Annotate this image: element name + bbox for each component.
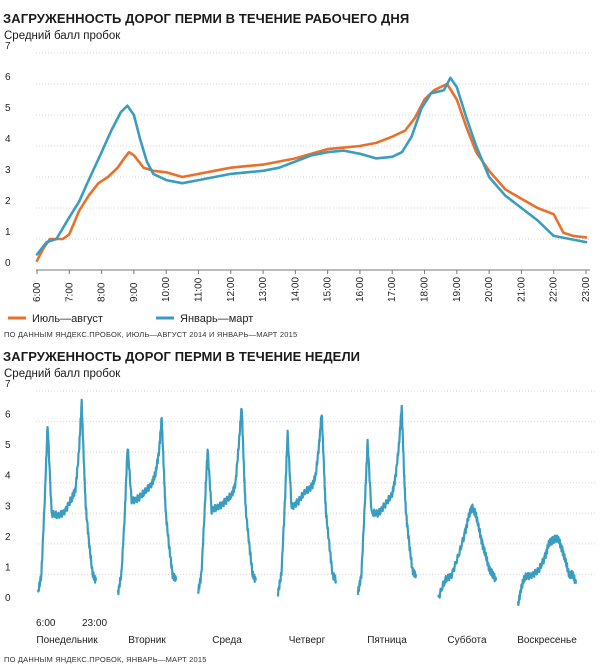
- chart1-x-tick: 12:00: [226, 277, 237, 302]
- chart1-x-tick: 19:00: [452, 277, 463, 302]
- chart2-day-label: Пятница: [367, 635, 407, 646]
- chart2-day-line: [36, 398, 98, 593]
- chart2-hour-label: 6:00: [36, 618, 56, 629]
- chart1-x-tick: 10:00: [161, 277, 172, 302]
- chart2-day-line: [437, 503, 498, 599]
- chart2-day-line: [196, 407, 258, 595]
- chart2-day-label: Четверг: [289, 635, 326, 646]
- chart1-x-tick: 13:00: [258, 277, 269, 302]
- chart1-x-tick: 17:00: [387, 277, 398, 302]
- chart1-x-tick: 18:00: [420, 277, 431, 302]
- chart2-y-tick: 5: [5, 440, 11, 451]
- chart2-day-label: Понедельник: [36, 635, 98, 646]
- chart2-day-line: [276, 414, 338, 597]
- chart1-y-tick: 1: [5, 227, 11, 238]
- chart1-x-tick: 7:00: [64, 282, 75, 302]
- chart1-y-tick: 7: [5, 41, 11, 52]
- chart2-y-tick: 4: [5, 471, 11, 482]
- chart1-x-tick: 16:00: [355, 277, 366, 302]
- chart1-x-tick: 14:00: [290, 277, 301, 302]
- chart1-x-tick: 6:00: [32, 282, 43, 302]
- chart2-day-label: Воскресенье: [517, 635, 577, 646]
- chart1-series-line: [35, 76, 588, 256]
- chart1-y-tick: 3: [5, 165, 11, 176]
- chart1-y-axis-label: Средний балл пробок: [4, 30, 121, 42]
- chart1-legend-label: Июль—август: [32, 313, 103, 325]
- chart2-day-label: Среда: [212, 635, 242, 646]
- chart2-y-tick: 0: [5, 593, 11, 604]
- chart2-hour-label: 23:00: [82, 618, 107, 629]
- chart1-x-tick: 22:00: [549, 277, 560, 302]
- chart2-y-axis-label: Средний балл пробок: [4, 368, 121, 380]
- chart1-x-tick: 9:00: [129, 282, 140, 302]
- chart2-y-tick: 2: [5, 532, 11, 543]
- chart1-x-tick: 23:00: [581, 277, 592, 302]
- chart2-day-line: [356, 404, 418, 595]
- chart2-title: ЗАГРУЖЕННОСТЬ ДОРОГ ПЕРМИ В ТЕЧЕНИЕ НЕДЕ…: [3, 349, 361, 364]
- chart2-day-line: [116, 416, 178, 596]
- chart2-y-tick: 7: [5, 379, 11, 390]
- chart2-y-tick: 6: [5, 410, 11, 421]
- chart1-y-tick: 2: [5, 196, 11, 207]
- chart1-source-note: ПО ДАННЫМ ЯНДЕКС.ПРОБОК, ИЮЛЬ—АВГУСТ 201…: [4, 330, 298, 339]
- chart1-y-tick: 6: [5, 72, 11, 83]
- chart1-title: ЗАГРУЖЕННОСТЬ ДОРОГ ПЕРМИ В ТЕЧЕНИЕ РАБО…: [3, 11, 410, 26]
- chart1-y-tick: 5: [5, 103, 11, 114]
- chart1-x-tick: 15:00: [323, 277, 334, 302]
- chart1-y-tick: 0: [5, 258, 11, 269]
- chart1-x-tick: 21:00: [516, 277, 527, 302]
- chart1-x-tick: 20:00: [484, 277, 495, 302]
- chart1-legend-label: Январь—март: [180, 313, 253, 325]
- chart2-y-tick: 3: [5, 501, 11, 512]
- chart2-day-line: [516, 534, 578, 607]
- chart1-x-tick: 11:00: [193, 277, 204, 302]
- chart2-source-note: ПО ДАННЫМ ЯНДЕКС.ПРОБОК, ЯНВАРЬ—МАРТ 201…: [4, 655, 207, 664]
- chart1-y-tick: 4: [5, 134, 11, 145]
- chart1-x-tick: 8:00: [97, 282, 108, 302]
- chart2-y-tick: 1: [5, 562, 11, 573]
- chart2-day-label: Вторник: [128, 635, 166, 646]
- chart2-day-label: Суббота: [447, 634, 487, 646]
- workday-traffic-chart: 0 1 2 3 4 5 6 7 6:00 7:00 8:00 9:00 10:00 11:00 12:00 1…: [5, 41, 592, 325]
